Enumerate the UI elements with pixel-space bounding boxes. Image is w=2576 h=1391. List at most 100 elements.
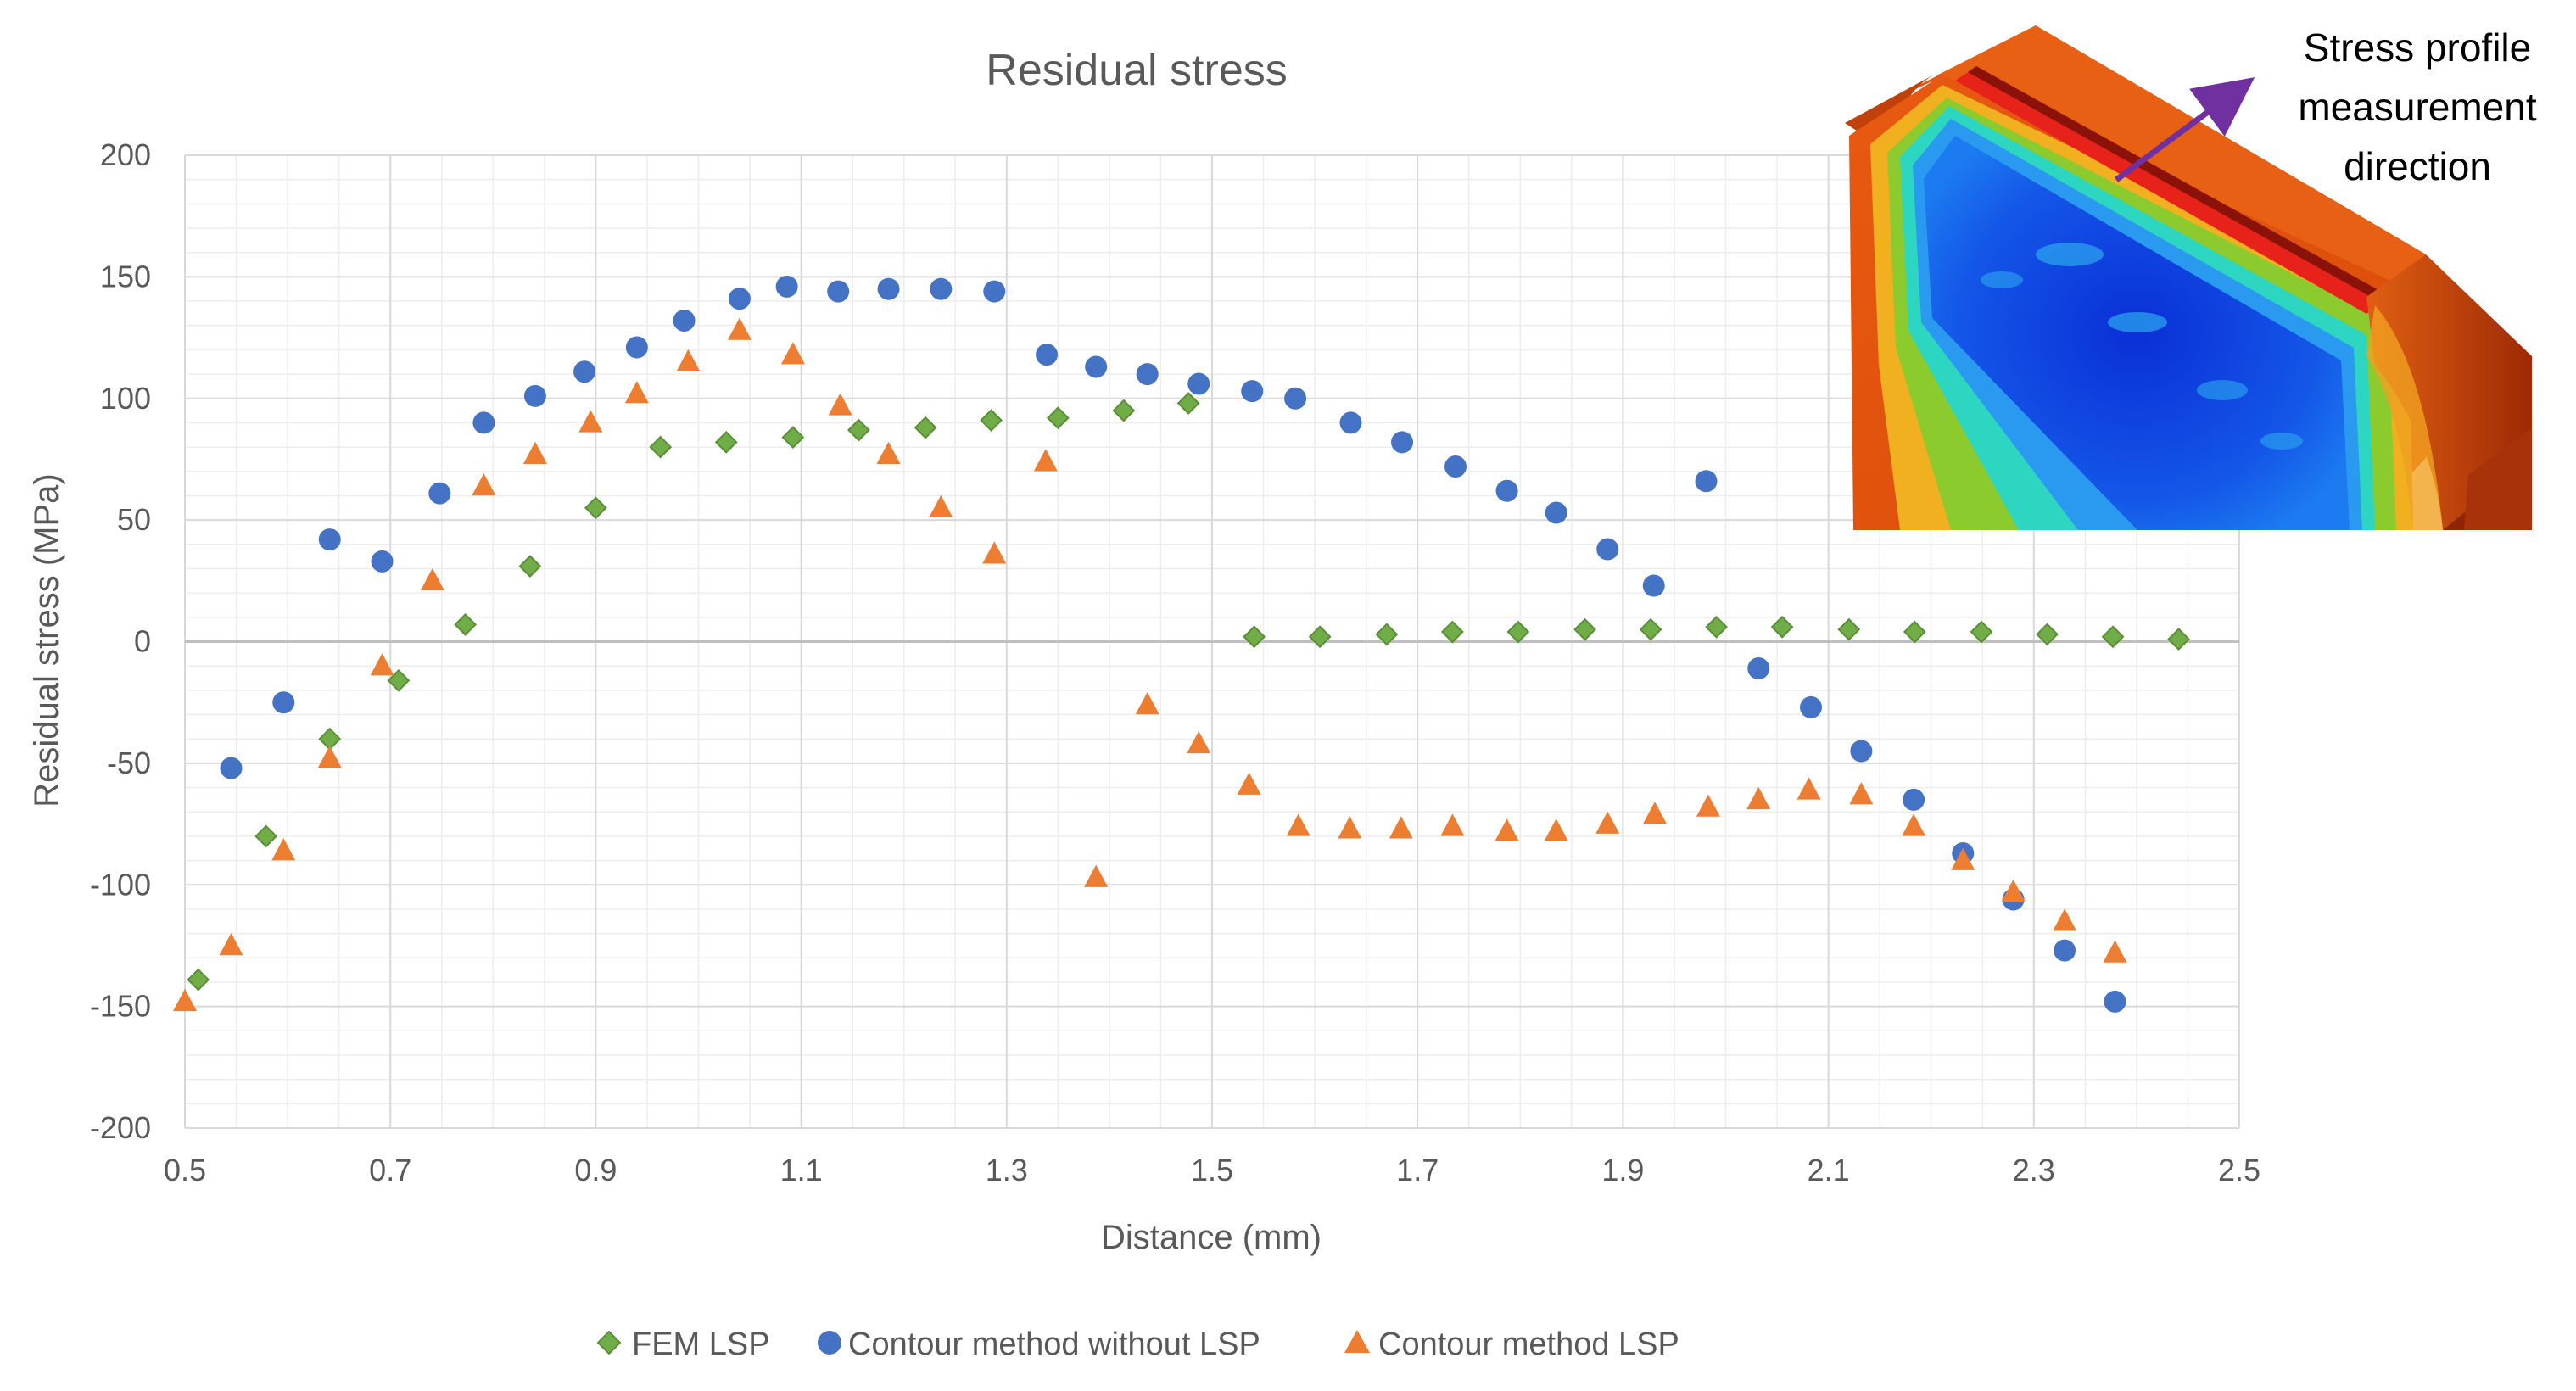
data-point-contour-without-lsp xyxy=(930,277,953,300)
data-point-contour-without-lsp xyxy=(1850,740,1873,763)
data-point-contour-lsp xyxy=(1135,692,1159,715)
data-point-contour-lsp xyxy=(1187,730,1211,754)
data-point-contour-without-lsp xyxy=(1747,657,1770,680)
data-point-contour-lsp xyxy=(1237,772,1261,795)
data-point-contour-without-lsp xyxy=(983,280,1006,303)
data-point-contour-lsp xyxy=(578,410,603,433)
y-tick-label: -100 xyxy=(90,867,151,902)
data-point-contour-lsp xyxy=(2103,940,2127,963)
data-point-contour-without-lsp xyxy=(1085,355,1108,378)
x-tick-label: 1.9 xyxy=(1601,1153,1644,1187)
y-tick-label: 200 xyxy=(100,137,151,172)
data-point-fem-lsp xyxy=(1639,617,1662,641)
data-point-contour-without-lsp xyxy=(220,757,243,779)
data-point-fem-lsp xyxy=(1970,620,1993,644)
data-point-contour-without-lsp xyxy=(1545,501,1567,524)
data-point-contour-lsp xyxy=(876,441,901,464)
data-point-fem-lsp xyxy=(2167,628,2190,651)
data-point-contour-lsp xyxy=(317,746,342,768)
data-point-fem-lsp xyxy=(1903,620,1926,644)
data-point-fem-lsp xyxy=(914,416,937,439)
y-tick-label: -150 xyxy=(90,989,151,1024)
data-point-contour-without-lsp xyxy=(2054,939,2076,962)
data-point-contour-lsp xyxy=(1084,864,1109,887)
legend-marker-triangle xyxy=(1344,1330,1370,1353)
chart-title: Residual stress xyxy=(986,46,1287,95)
data-point-contour-without-lsp xyxy=(1284,387,1307,410)
data-point-fem-lsp xyxy=(454,613,478,636)
data-point-contour-lsp xyxy=(2001,879,2026,902)
x-tick-label: 2.5 xyxy=(2218,1153,2260,1187)
data-point-contour-lsp xyxy=(1642,802,1667,824)
data-point-contour-without-lsp xyxy=(1495,479,1518,502)
annotation-line-3: direction xyxy=(2344,144,2491,188)
data-point-contour-lsp xyxy=(1389,816,1413,839)
data-point-fem-lsp xyxy=(1112,399,1136,422)
data-point-contour-lsp xyxy=(1440,813,1465,836)
legend-marker-circle xyxy=(818,1331,841,1355)
y-tick-label: 0 xyxy=(134,624,151,659)
x-axis-title: Distance (mm) xyxy=(1101,1219,1322,1256)
annotation-line-1: Stress profile xyxy=(2304,25,2531,70)
y-tick-label: 100 xyxy=(100,381,151,416)
data-point-fem-lsp xyxy=(1243,625,1266,649)
y-tick-label: -200 xyxy=(90,1110,151,1145)
data-point-fem-lsp xyxy=(1770,615,1794,639)
data-point-contour-lsp xyxy=(1338,816,1362,839)
data-point-contour-lsp xyxy=(271,838,296,861)
data-point-fem-lsp xyxy=(980,409,1003,432)
data-point-fem-lsp xyxy=(1308,625,1332,649)
y-axis-title: Residual stress (MPa) xyxy=(28,473,65,807)
data-point-contour-lsp xyxy=(929,494,953,518)
data-point-contour-without-lsp xyxy=(1642,574,1665,597)
data-point-contour-lsp xyxy=(173,988,197,1012)
data-point-contour-without-lsp xyxy=(1339,411,1362,434)
annotation-line-2: measurement xyxy=(2298,85,2536,129)
data-point-contour-without-lsp xyxy=(2104,990,2126,1013)
data-point-contour-lsp xyxy=(1849,782,1874,805)
data-point-fem-lsp xyxy=(1176,392,1200,415)
data-point-contour-lsp xyxy=(1746,786,1771,810)
y-axis-tick-labels: 200 150 100 50 0 -50 -100 -150 -200 xyxy=(90,137,151,1145)
data-point-fem-lsp xyxy=(518,555,542,578)
legend-item-contour-lsp: Contour method LSP xyxy=(1344,1327,1679,1362)
data-point-fem-lsp xyxy=(1506,620,1530,644)
y-tick-label: 150 xyxy=(100,259,151,293)
data-point-contour-without-lsp xyxy=(827,280,850,303)
legend-marker-diamond xyxy=(596,1330,622,1355)
data-point-contour-without-lsp xyxy=(523,384,546,407)
data-point-contour-without-lsp xyxy=(775,275,798,298)
data-point-contour-lsp xyxy=(420,567,444,591)
data-point-fem-lsp xyxy=(1375,623,1399,646)
data-point-fem-lsp xyxy=(1837,617,1861,641)
x-tick-label: 1.3 xyxy=(986,1153,1028,1187)
data-point-contour-lsp xyxy=(219,932,243,956)
data-point-fem-lsp xyxy=(714,430,738,454)
data-point-contour-without-lsp xyxy=(1136,363,1159,386)
data-point-contour-without-lsp xyxy=(1241,380,1264,403)
data-point-contour-lsp xyxy=(1796,777,1821,800)
data-point-contour-lsp xyxy=(1951,847,1975,870)
data-point-fem-lsp xyxy=(649,435,673,459)
legend-item-fem-lsp: FEM LSP xyxy=(596,1327,770,1362)
data-point-fem-lsp xyxy=(1705,615,1729,639)
legend-item-contour-without-lsp: Contour method without LSP xyxy=(818,1327,1260,1362)
data-point-contour-without-lsp xyxy=(318,528,341,551)
data-point-contour-without-lsp xyxy=(728,288,751,310)
data-point-contour-lsp xyxy=(1286,813,1310,836)
legend-label-fem-lsp: FEM LSP xyxy=(632,1327,770,1362)
data-point-fem-lsp xyxy=(254,824,278,848)
data-point-contour-lsp xyxy=(780,342,805,365)
data-point-contour-lsp xyxy=(624,381,649,404)
data-point-contour-without-lsp xyxy=(272,691,295,714)
x-axis-tick-labels: 0.5 0.7 0.9 1.1 1.3 1.5 1.7 1.9 2.1 2.3 2.5 xyxy=(164,1153,2260,1187)
data-point-contour-without-lsp xyxy=(877,277,900,300)
x-tick-label: 0.5 xyxy=(164,1153,206,1187)
legend: FEM LSP Contour method without LSP Conto… xyxy=(596,1327,1679,1362)
x-tick-label: 1.7 xyxy=(1396,1153,1439,1187)
data-point-contour-without-lsp xyxy=(1187,372,1210,395)
data-point-contour-lsp xyxy=(1495,818,1519,841)
data-point-contour-without-lsp xyxy=(625,336,648,359)
data-point-contour-without-lsp xyxy=(573,360,596,383)
y-tick-label: -50 xyxy=(107,746,151,780)
